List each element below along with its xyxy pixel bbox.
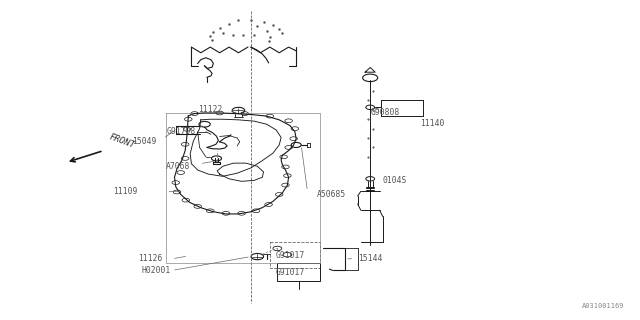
- Text: 11126: 11126: [138, 254, 163, 263]
- Text: G91708: G91708: [166, 127, 196, 136]
- Text: A7068: A7068: [166, 162, 191, 171]
- Text: G90808: G90808: [370, 108, 399, 117]
- Text: FRONT: FRONT: [108, 132, 136, 150]
- Text: H02001: H02001: [141, 266, 170, 275]
- Text: 15049: 15049: [132, 137, 156, 146]
- Text: G91017: G91017: [276, 268, 305, 277]
- Text: 0104S: 0104S: [383, 176, 407, 185]
- Text: 11140: 11140: [420, 119, 445, 128]
- Text: G91017: G91017: [276, 251, 305, 260]
- Text: 11109: 11109: [113, 187, 138, 196]
- Text: A031001169: A031001169: [582, 303, 624, 309]
- Text: A50685: A50685: [317, 190, 346, 199]
- Text: 11122: 11122: [198, 105, 222, 114]
- Text: 15144: 15144: [358, 254, 382, 263]
